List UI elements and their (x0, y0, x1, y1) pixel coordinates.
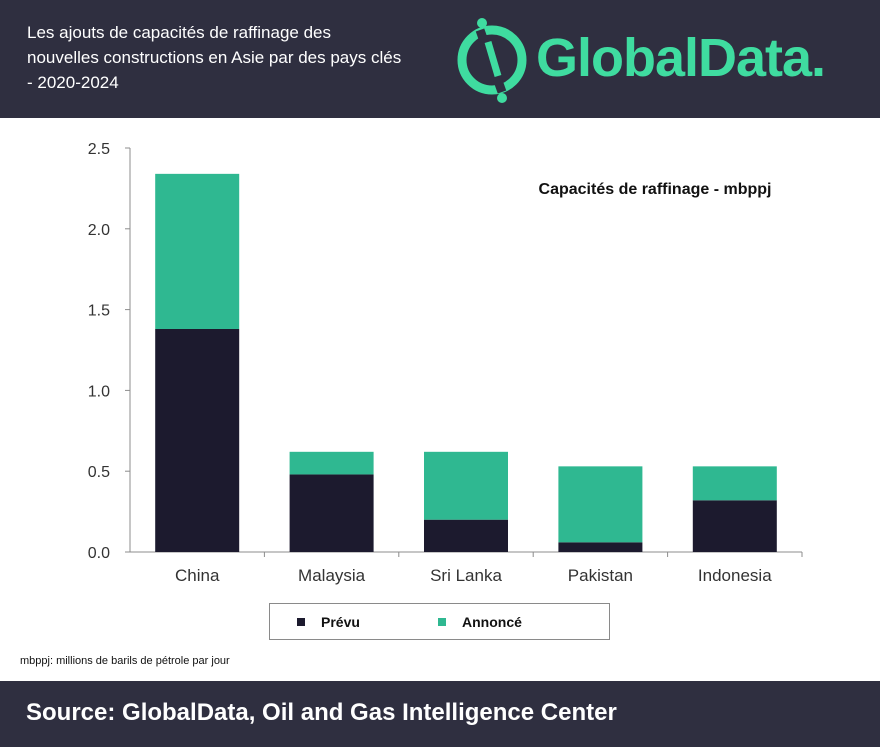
legend-label-annonce: Annoncé (462, 613, 522, 630)
bar-sri-lanka-annonce (424, 451, 508, 520)
y-tick-label: 1.0 (88, 383, 110, 400)
chart-legend: Prévu Annoncé (269, 603, 610, 640)
y-tick-label: 2.0 (88, 222, 110, 239)
y-tick-label: 2.5 (88, 141, 110, 158)
chart-title: Capacités de raffinage - mbppj (539, 181, 772, 198)
legend-label-prevu: Prévu (321, 613, 360, 630)
legend-item-annonce: Annoncé (438, 604, 522, 639)
bar-pakistan-annonce (558, 466, 643, 543)
bar-malaysia-annonce (289, 451, 374, 475)
logo-text: GlobalData. (536, 28, 826, 88)
footnote: mbppj: millions de barils de pétrole par… (20, 655, 230, 667)
bar-malaysia-prevu (289, 474, 374, 552)
bar-chart: 0.0 0.5 1.0 1.5 2.0 2.5 China Malaysia Sri Lanka… (88, 141, 803, 585)
x-tick-label: Indonesia (698, 566, 772, 585)
source-text: Source: GlobalData, Oil and Gas Intellig… (26, 699, 617, 726)
bar-china-prevu (155, 328, 240, 552)
bar-pakistan-prevu (558, 542, 643, 552)
bar-indonesia-prevu (692, 500, 777, 552)
x-tick-label: China (175, 566, 220, 585)
bar-china-annonce (155, 173, 240, 329)
footer-banner: Source: GlobalData, Oil and Gas Intellig… (0, 681, 880, 747)
legend-swatch-prevu (297, 617, 305, 626)
x-tick-label: Malaysia (298, 566, 366, 585)
x-tick-label: Sri Lanka (430, 566, 502, 585)
logo-mark-icon (457, 18, 527, 103)
globaldata-logo: GlobalData. (452, 12, 872, 104)
x-tick-label: Pakistan (568, 566, 633, 585)
legend-item-prevu: Prévu (297, 604, 360, 639)
header-title: Les ajouts de capacités de raffinage des… (27, 23, 402, 92)
y-tick-label: 0.5 (88, 464, 110, 481)
header-banner: Les ajouts de capacités de raffinage des… (0, 0, 880, 118)
y-tick-label: 0.0 (88, 545, 110, 562)
bar-indonesia-annonce (692, 466, 777, 501)
legend-swatch-annonce (438, 617, 446, 626)
y-tick-label: 1.5 (88, 303, 110, 320)
bar-sri-lanka-prevu (424, 519, 508, 552)
